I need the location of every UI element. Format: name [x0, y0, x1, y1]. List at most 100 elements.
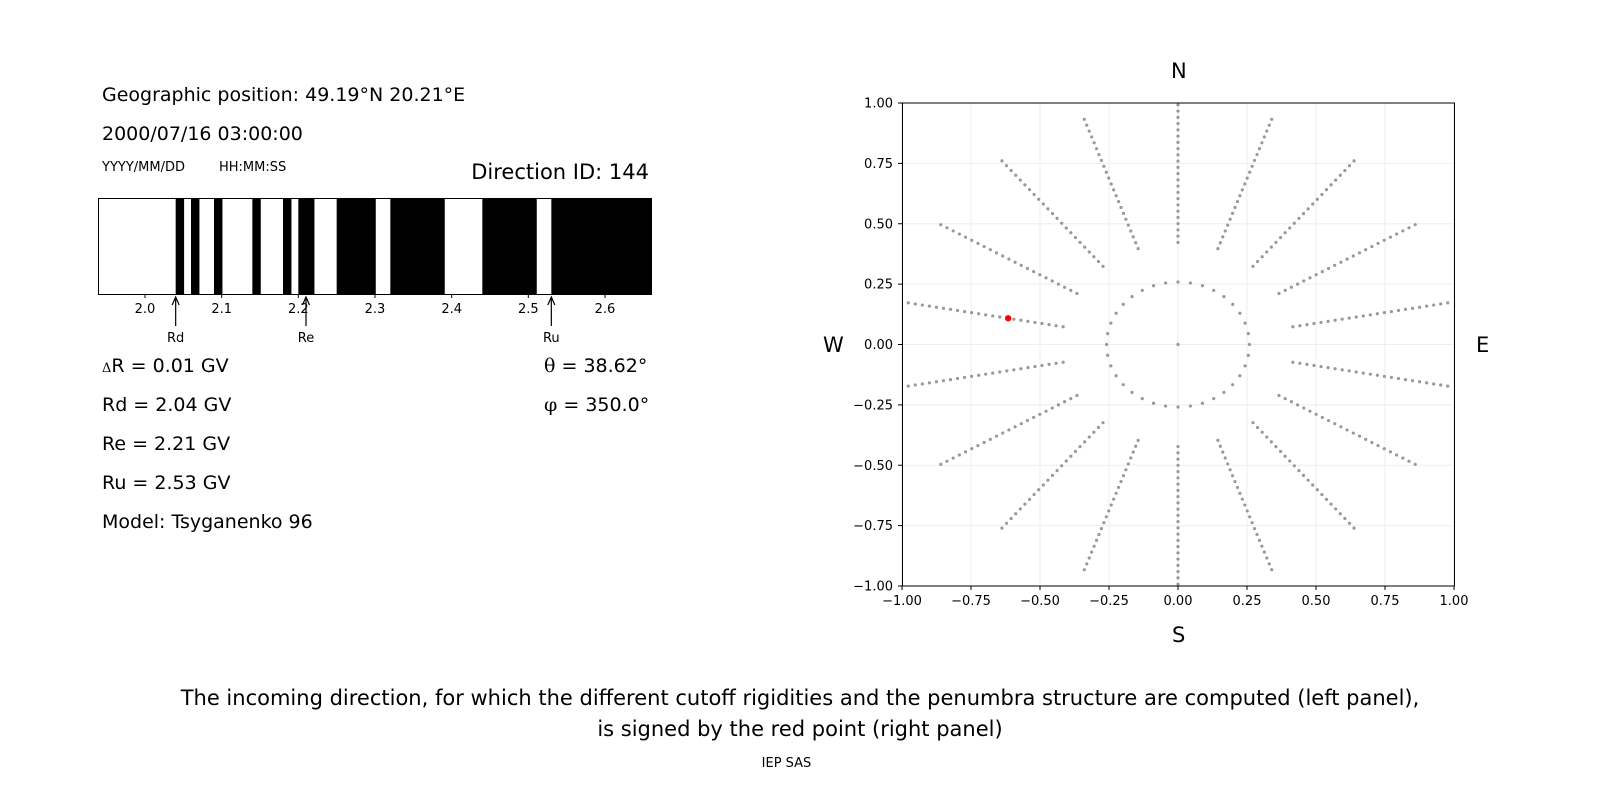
grid-point: [1050, 279, 1054, 283]
y-tick-label: 0.75: [864, 157, 893, 172]
grid-point: [1288, 226, 1292, 230]
grid-point: [970, 374, 974, 378]
grid-point: [1312, 321, 1316, 326]
grid-point: [1274, 445, 1278, 449]
grid-point: [1255, 425, 1260, 430]
grid-point: [1099, 526, 1104, 531]
grid-point: [1005, 369, 1009, 373]
grid-point: [1226, 223, 1230, 227]
grid-point: [1109, 503, 1113, 507]
penumbra-chart: 2.0 2.1 2.2 2.3 2.4 2.5 2.6 Rd Re Ru: [98, 198, 652, 346]
grid-point: [1364, 248, 1368, 252]
grid-point: [1283, 397, 1287, 401]
grid-point: [1354, 370, 1358, 374]
grid-point: [1396, 308, 1401, 313]
grid-point: [1176, 557, 1180, 561]
grid-point: [1114, 374, 1118, 378]
grid-point: [1078, 445, 1082, 449]
marker-arrowhead: [171, 295, 180, 306]
y-tick-label: 0.25: [864, 278, 893, 293]
grid-point: [1176, 172, 1180, 176]
grid-point: [1054, 324, 1058, 328]
grid-point: [1085, 123, 1089, 127]
x-tick-label: 2.5: [518, 302, 539, 317]
grid-point: [1004, 164, 1009, 168]
grid-point: [1265, 556, 1269, 560]
grid-point: [1320, 415, 1324, 420]
caption-line-1: The incoming direction, for which the di…: [180, 686, 1420, 710]
grid-point: [962, 309, 967, 314]
grid-point: [1277, 291, 1281, 296]
grid-point: [1252, 526, 1257, 531]
grid-point: [1176, 476, 1180, 480]
grid-point: [1047, 323, 1051, 327]
grid-point: [977, 312, 981, 316]
grid-point: [1260, 255, 1264, 259]
grid-point: [1136, 246, 1140, 251]
incoming-direction-point: [1004, 315, 1012, 322]
grid-point: [1265, 435, 1269, 439]
grid-point: [1027, 188, 1032, 192]
grid-point: [1320, 492, 1324, 497]
marker-label-rd: Rd: [167, 331, 184, 346]
y-tick-label: −0.25: [853, 398, 893, 413]
grid-point: [1354, 315, 1358, 319]
grid-point: [1413, 462, 1417, 466]
grid-point: [1176, 576, 1180, 580]
model-name: Model: Tsyganenko 96: [102, 511, 313, 533]
delta-r-text: R = 0.01 GV: [111, 355, 229, 377]
grid-point: [1403, 378, 1408, 382]
grid-point: [913, 383, 917, 387]
grid-point: [1283, 454, 1287, 458]
grid-point: [1109, 364, 1113, 368]
re-value: Re = 2.21 GV: [102, 433, 231, 455]
grid-point: [1395, 453, 1399, 457]
grid-point: [963, 450, 968, 454]
grid-point: [1176, 190, 1180, 195]
grid-point: [1289, 285, 1293, 289]
grid-point: [1119, 479, 1123, 484]
grid-point: [1247, 342, 1252, 347]
grid-point: [1176, 165, 1180, 169]
grid-point: [1347, 521, 1352, 525]
grid-point: [1338, 512, 1342, 516]
grid-point: [951, 456, 955, 460]
grid-point: [1446, 301, 1450, 305]
grid-point: [1054, 361, 1058, 365]
grid-point: [1176, 128, 1180, 132]
grid-point: [1376, 443, 1380, 448]
grid-point: [1025, 266, 1030, 271]
grid-point: [1306, 207, 1310, 211]
ru-value: Ru = 2.53 GV: [102, 472, 231, 494]
phi-symbol: φ: [544, 394, 558, 416]
x-tick-label: −0.25: [1089, 594, 1129, 609]
grid-point: [948, 307, 953, 311]
grid-point: [1352, 526, 1356, 530]
grid-point: [1176, 501, 1180, 505]
grid-point: [1176, 240, 1180, 245]
grid-point: [1176, 215, 1180, 220]
direction-id: Direction ID: 144: [471, 160, 649, 184]
grid-point: [1026, 319, 1030, 323]
grid-point: [1000, 526, 1004, 530]
grid-point: [1425, 304, 1429, 308]
datetime: 2000/07/16 03:00:00: [102, 123, 303, 145]
grid-point: [1176, 159, 1180, 163]
theta-symbol: θ: [544, 355, 556, 377]
grid-point: [1235, 199, 1240, 204]
grid-point: [1069, 454, 1073, 458]
grid-point: [1050, 212, 1055, 216]
grid-point: [1238, 311, 1242, 315]
caption-line-2: is signed by the red point (right panel): [597, 717, 1003, 741]
grid-point: [1130, 295, 1134, 299]
forbidden-band: [482, 199, 537, 294]
grid-point: [1026, 366, 1030, 370]
geographic-position: Geographic position: 49.19°N 20.21°E: [102, 84, 466, 106]
grid-point: [977, 373, 981, 377]
grid-point: [1176, 582, 1180, 586]
grid-point: [1291, 325, 1295, 329]
grid-point: [1340, 368, 1344, 372]
grid-point: [1176, 551, 1180, 555]
grid-point: [1019, 367, 1023, 371]
grid-point: [1056, 282, 1061, 286]
